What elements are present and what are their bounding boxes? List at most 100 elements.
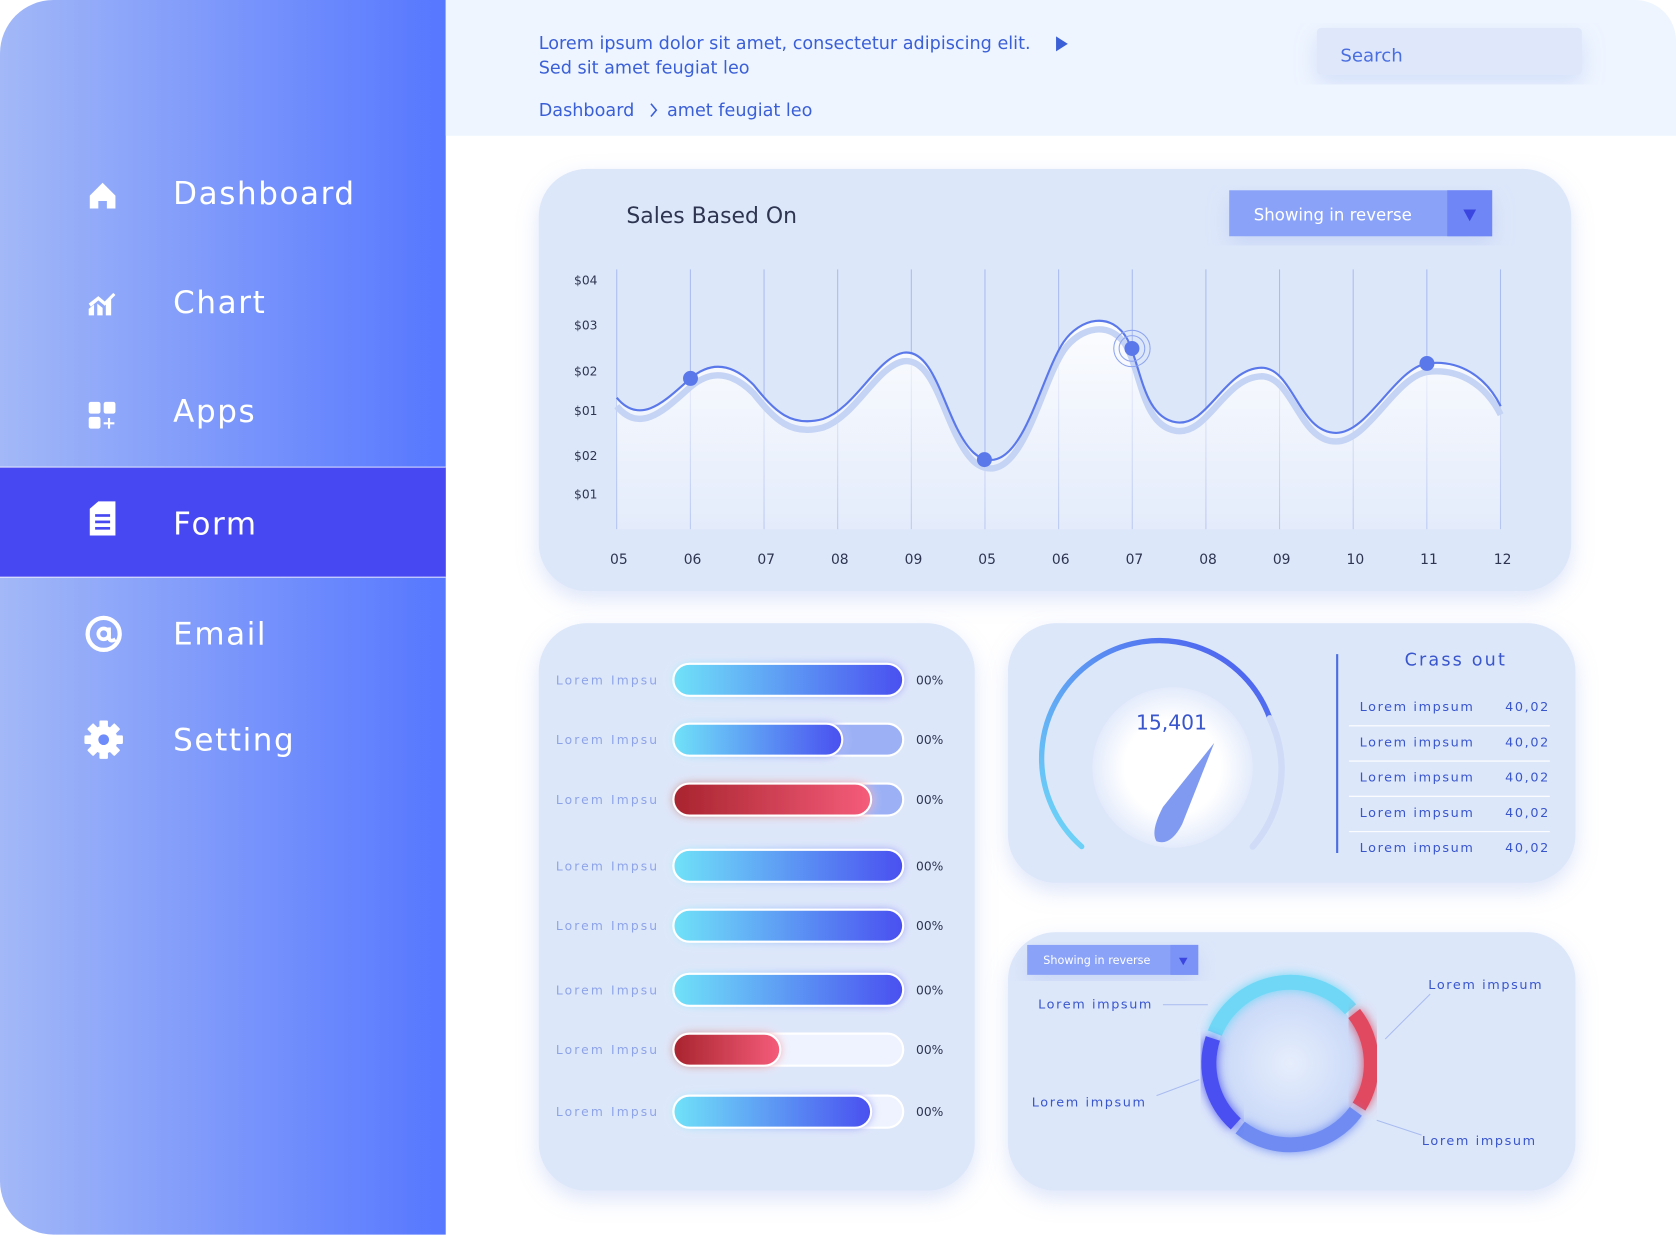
- progress-label: Lorem Impsu: [556, 983, 659, 997]
- gear-tooth: [87, 723, 99, 735]
- gauge-track: [1249, 715, 1285, 850]
- donut-segment: [1201, 1036, 1241, 1130]
- x-tick-label: 05: [978, 552, 996, 568]
- card-title: Sales Based On: [626, 204, 797, 229]
- x-tick-label: 09: [905, 552, 923, 568]
- breadcrumb-item[interactable]: Dashboard: [539, 101, 635, 121]
- progress-fill: [672, 782, 873, 817]
- gear-tooth: [84, 735, 93, 744]
- x-tick-label: 11: [1420, 552, 1438, 568]
- gear-tooth: [99, 720, 108, 729]
- line-point[interactable]: [976, 452, 992, 468]
- line-area: [616, 320, 1501, 530]
- donut-label: Lorem impsum: [1038, 997, 1153, 1012]
- progress-value: 00%: [916, 733, 943, 747]
- chart-icon: [88, 292, 116, 316]
- progress-label: Lorem Impsu: [556, 793, 659, 807]
- dropdown-arrow: [1178, 957, 1188, 966]
- progress-fill: [672, 1094, 873, 1129]
- donut-label: Lorem impsum: [1032, 1096, 1147, 1111]
- progress-value: 00%: [916, 983, 943, 997]
- nav-label[interactable]: Apps: [173, 394, 256, 430]
- gear-tooth: [87, 744, 99, 756]
- nav-icons: [84, 182, 123, 759]
- progress-value: 00%: [916, 919, 943, 933]
- list-value: 40,02: [1505, 841, 1550, 856]
- breadcrumb-item: amet feugiat leo: [667, 101, 812, 121]
- point-ring: [1113, 329, 1151, 368]
- nav-label[interactable]: Form: [173, 506, 257, 542]
- progress-fill: [672, 722, 844, 757]
- x-tick-label: 12: [1494, 552, 1512, 568]
- home-icon: [89, 182, 116, 209]
- donut-segment: [1235, 1106, 1362, 1153]
- line-shadow: [614, 326, 1504, 472]
- leader-line: [1156, 1079, 1200, 1097]
- x-tick-label: 08: [1199, 552, 1217, 568]
- search-box[interactable]: [1316, 27, 1582, 75]
- progress-label: Lorem Impsu: [556, 1043, 659, 1057]
- x-tick-label: 05: [610, 552, 628, 568]
- progress-label: Lorem Impsu: [556, 673, 659, 687]
- x-tick-label: 06: [684, 552, 702, 568]
- list-label: Lorem impsum: [1360, 806, 1475, 821]
- line-points: [683, 329, 1435, 468]
- nav-label[interactable]: Setting: [173, 722, 295, 758]
- progress-fill: [672, 972, 905, 1007]
- x-tick-label: 07: [757, 552, 775, 568]
- progress-value: 00%: [916, 793, 943, 807]
- leader-line: [1384, 993, 1431, 1040]
- progress-fill: [672, 1032, 782, 1067]
- progress-label: Lorem Impsu: [556, 733, 659, 747]
- list-label: Lorem impsum: [1360, 771, 1475, 786]
- email-icon: [85, 615, 122, 653]
- progress-fill: [672, 848, 905, 883]
- search-placeholder: Search: [1340, 46, 1402, 67]
- nav-label[interactable]: Email: [173, 617, 267, 653]
- gauge-needle: [1154, 742, 1215, 843]
- sidebar: [0, 0, 446, 1235]
- y-tick-label: $01: [574, 404, 597, 418]
- x-tick-label: 08: [831, 552, 849, 568]
- gauge-face: [1092, 687, 1253, 848]
- dropdown-arrow: [1463, 209, 1477, 222]
- x-tick-label: 10: [1347, 552, 1365, 568]
- list-label: Lorem impsum: [1360, 841, 1475, 856]
- list-label: Lorem impsum: [1360, 700, 1475, 715]
- progress-value: 00%: [916, 859, 943, 873]
- donut-segment: [1348, 1008, 1379, 1111]
- apps-icon: [88, 401, 116, 429]
- dropdown[interactable]: [1027, 944, 1199, 975]
- line-point[interactable]: [1419, 355, 1435, 371]
- gear-tooth: [108, 744, 120, 756]
- progress-fill: [672, 662, 905, 697]
- donut-segment: [1207, 974, 1357, 1037]
- gear-tooth: [114, 735, 123, 744]
- progress-value: 00%: [916, 1043, 943, 1057]
- x-tick-label: 07: [1126, 552, 1144, 568]
- x-tick-label: 06: [1052, 552, 1070, 568]
- header-text: Sed sit amet feugiat leo: [539, 58, 750, 78]
- gauge-value: 15,401: [1136, 711, 1207, 735]
- progress-label: Lorem Impsu: [556, 1105, 659, 1119]
- y-tick-label: $02: [574, 449, 597, 463]
- gear-tooth: [108, 723, 120, 735]
- gauge-arc: [1038, 637, 1273, 850]
- nav-label[interactable]: Dashboard: [173, 176, 356, 212]
- gauge-list-title: Crass out: [1405, 651, 1507, 671]
- list-value: 40,02: [1505, 700, 1550, 715]
- nav-label[interactable]: Chart: [173, 285, 266, 321]
- line-point[interactable]: [683, 370, 698, 386]
- point-ring: [1118, 335, 1146, 362]
- dropdown-text: Showing in reverse: [1043, 954, 1150, 967]
- list-value: 40,02: [1505, 806, 1550, 821]
- line-point[interactable]: [1124, 340, 1140, 356]
- play-button[interactable]: [1056, 36, 1068, 52]
- form-icon: [89, 501, 116, 536]
- breadcrumb-separator: [650, 103, 658, 118]
- progress-label: Lorem Impsu: [556, 859, 659, 873]
- y-tick-label: $02: [574, 364, 597, 378]
- progress-value: 00%: [916, 673, 943, 687]
